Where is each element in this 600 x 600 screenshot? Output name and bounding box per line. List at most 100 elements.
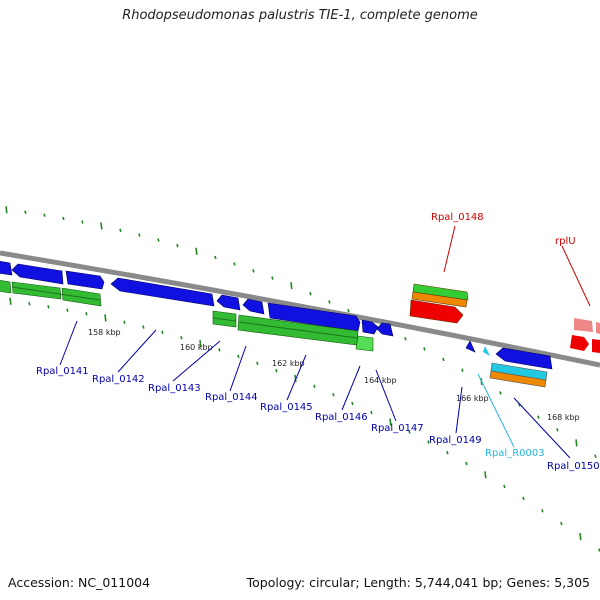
track-tick [313,384,316,389]
track-tick [100,222,103,230]
page-title: Rhodopseudomonas palustris TIE-1, comple… [122,8,478,23]
gene-block[interactable] [574,318,593,332]
gene-label-rpal-0141[interactable]: Rpal_0141 [36,366,89,377]
track-tick [81,220,84,224]
track-tick [157,238,160,242]
topology-text: Topology: circular; Length: 5,744,041 bp… [246,575,590,590]
scale-tick-label: 166 kbp [456,394,489,403]
track-tick [85,312,88,316]
track-tick [560,521,563,526]
rplu-cluster [570,318,600,353]
gene-label-rpal-0150[interactable]: Rpal_0150 [547,461,600,472]
gene-labels: Rpal_0141 Rpal_0142 Rpal_0143 Rpal_0144 … [36,212,600,472]
track-tick [579,533,582,541]
gene-arrow[interactable] [355,335,374,352]
accession-text: Accession: NC_011004 [8,575,151,590]
track-tick [180,336,183,340]
track-tick [161,330,164,334]
track-tick [461,368,464,372]
track-tick [499,391,502,395]
gene-label-rpal-0147[interactable]: Rpal_0147 [371,423,424,434]
gene-arrow[interactable] [242,298,265,315]
cyan-gene-marker[interactable] [483,346,490,356]
gene-arrow[interactable] [570,335,589,351]
gene-arrow[interactable] [0,261,13,276]
gene-label-rpal-r0003[interactable]: Rpal_R0003 [485,448,545,459]
track-tick [594,454,597,458]
gene-arrow[interactable] [267,302,361,332]
gene-arrow[interactable] [376,322,394,337]
track-tick [9,297,12,305]
gene-block[interactable] [489,370,547,388]
track-tick [575,439,578,447]
track-tick [176,243,179,248]
track-tick [138,233,141,237]
track-tick [43,213,46,217]
track-tick [252,269,255,273]
track-tick [66,308,69,312]
track-tick [446,450,449,455]
track-tick [218,348,221,352]
rpal-r0003-cluster [489,362,548,388]
track-tick [199,340,202,348]
track-tick [423,347,426,351]
label-leader-lines [59,225,591,459]
scale-tick-label: 168 kbp [547,413,580,422]
track-tick [541,509,544,513]
gene-arrow[interactable] [216,294,241,311]
gene-block[interactable] [411,291,468,308]
gene-arrow[interactable] [110,277,215,307]
track-tick [28,302,31,306]
gene-block[interactable] [412,283,469,301]
gene-arrow[interactable] [592,339,600,353]
gene-label-rpal-0142[interactable]: Rpal_0142 [92,374,145,385]
track-tick [62,216,65,221]
track-tick [484,471,487,479]
track-tick [332,393,335,397]
track-tick [389,418,392,426]
gene-arrow[interactable] [0,280,12,294]
track-tick [275,368,278,373]
gene-arrow[interactable] [361,319,379,335]
track-tick [503,484,506,489]
gene-arrow[interactable] [409,299,464,324]
track-tick [214,255,217,260]
track-tick [104,314,107,322]
track-tick [465,461,468,466]
track-tick [328,300,331,304]
track-tick [404,337,407,341]
gene-label-rpal-0149[interactable]: Rpal_0149 [429,435,482,446]
scale-tick-label: 162 kbp [272,359,305,368]
track-tick [347,308,350,313]
track-tick [556,428,559,432]
gene-label-rpal-0145[interactable]: Rpal_0145 [260,402,313,413]
track-tick [408,430,411,434]
track-tick [256,361,259,366]
track-tick [537,415,540,419]
gene-label-rpal-0144[interactable]: Rpal_0144 [205,392,258,403]
gene-arrow[interactable] [65,270,105,290]
track-tick [442,357,445,362]
track-tick [119,228,122,233]
track-tick [195,247,198,255]
track-tick [47,305,50,309]
track-tick [233,262,236,266]
track-tick [427,440,430,444]
gene-label-rpal-0143[interactable]: Rpal_0143 [148,383,201,394]
gene-label-rpal-0148[interactable]: Rpal_0148 [431,212,484,223]
track-tick [271,276,274,280]
genome-backbone [0,250,600,368]
gene-block[interactable] [596,322,600,334]
green-gene-shading [11,286,358,339]
gene-label-rpal-0146[interactable]: Rpal_0146 [315,412,368,423]
gene-arrow[interactable] [465,340,476,353]
track-tick [24,210,27,214]
blue-genes [0,261,553,370]
gene-arrow[interactable] [495,347,553,370]
track-tick [522,496,525,501]
gene-label-rplu[interactable]: rplU [555,236,576,247]
gene-arrow[interactable] [11,263,64,285]
scale-tick-label: 160 kbp [180,343,213,352]
outer-dotted-track [5,206,597,458]
